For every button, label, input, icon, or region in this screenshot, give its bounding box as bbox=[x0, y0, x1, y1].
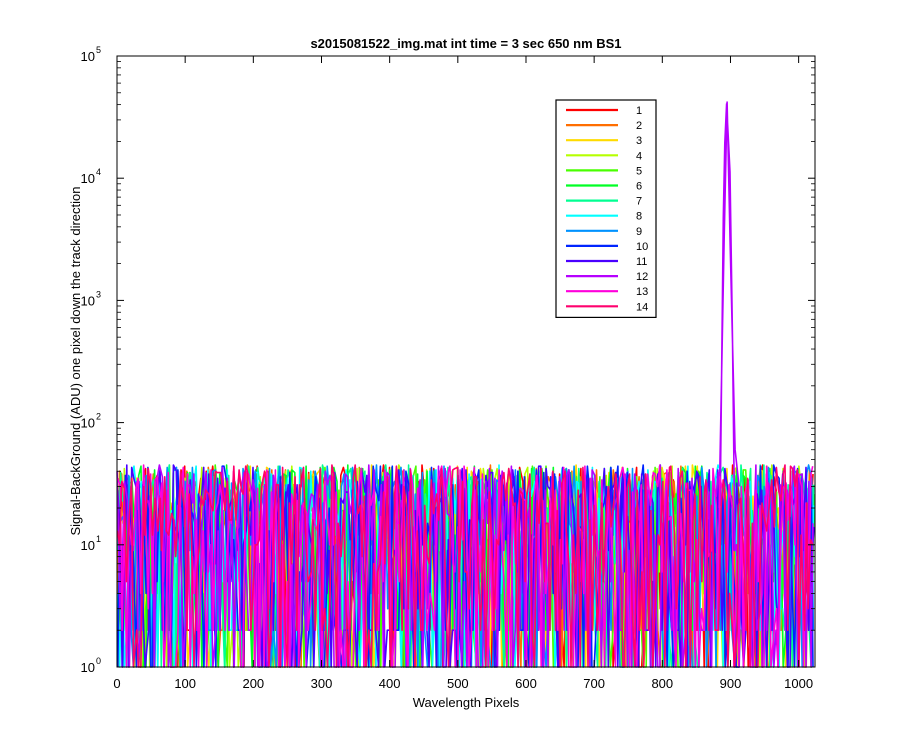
x-tick-label: 400 bbox=[379, 676, 401, 691]
legend-label-5: 5 bbox=[636, 165, 642, 177]
x-tick-label: 900 bbox=[720, 676, 742, 691]
y-tick-label: 10 bbox=[81, 293, 95, 308]
x-tick-label: 200 bbox=[242, 676, 264, 691]
series-layer bbox=[116, 101, 815, 668]
legend-label-10: 10 bbox=[636, 241, 648, 253]
y-tick-exponent: 0 bbox=[96, 656, 101, 666]
legend-label-14: 14 bbox=[636, 301, 648, 313]
x-tick-label: 0 bbox=[113, 676, 120, 691]
y-tick-label: 10 bbox=[81, 416, 95, 431]
y-tick-exponent: 1 bbox=[96, 534, 101, 544]
legend-label-4: 4 bbox=[636, 150, 642, 162]
series-line-14 bbox=[116, 464, 814, 668]
x-tick-label: 500 bbox=[447, 676, 469, 691]
plot-area-frame bbox=[116, 55, 816, 668]
y-axis-label: Signal-BackGround (ADU) one pixel down t… bbox=[68, 186, 83, 535]
y-tick-exponent: 3 bbox=[96, 289, 101, 299]
y-tick-exponent: 5 bbox=[96, 45, 101, 55]
legend-box bbox=[555, 99, 657, 318]
chart-title: s2015081522_img.mat int time = 3 sec 650… bbox=[310, 36, 621, 51]
x-tick-label: 1000 bbox=[784, 676, 813, 691]
legend-label-3: 3 bbox=[636, 135, 642, 147]
y-tick-exponent: 2 bbox=[96, 412, 101, 422]
y-tick-label: 10 bbox=[81, 49, 95, 64]
x-tick-label: 300 bbox=[311, 676, 333, 691]
legend-label-1: 1 bbox=[636, 105, 642, 117]
y-tick-label: 10 bbox=[81, 538, 95, 553]
y-tick-exponent: 4 bbox=[96, 167, 101, 177]
legend-label-13: 13 bbox=[636, 286, 648, 298]
x-tick-label: 700 bbox=[583, 676, 605, 691]
legend-label-9: 9 bbox=[636, 226, 642, 238]
y-tick-label: 10 bbox=[81, 660, 95, 675]
x-tick-label: 100 bbox=[174, 676, 196, 691]
x-tick-label: 600 bbox=[515, 676, 537, 691]
x-tick-label: 800 bbox=[651, 676, 673, 691]
legend-label-11: 11 bbox=[636, 256, 647, 268]
legend-label-2: 2 bbox=[636, 120, 642, 132]
y-tick-label: 10 bbox=[81, 171, 95, 186]
legend-label-8: 8 bbox=[636, 211, 642, 223]
legend-label-7: 7 bbox=[636, 196, 642, 208]
legend-label-6: 6 bbox=[636, 181, 642, 193]
legend-label-12: 12 bbox=[636, 271, 648, 283]
x-axis-label: Wavelength Pixels bbox=[413, 695, 520, 710]
